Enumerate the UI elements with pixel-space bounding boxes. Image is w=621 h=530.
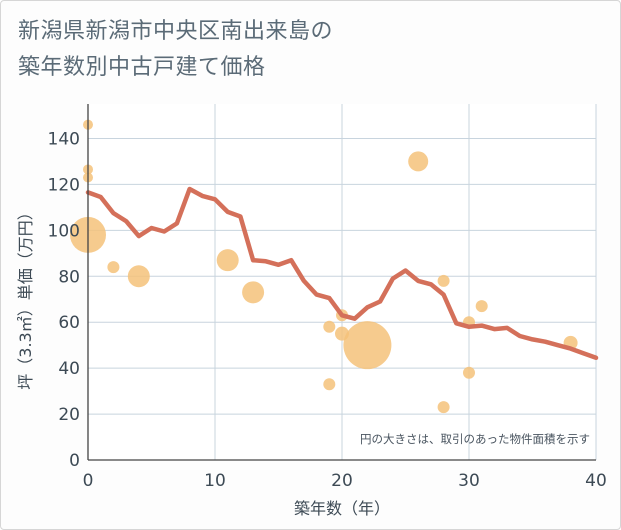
data-bubble <box>408 151 429 172</box>
y-tick-label: 140 <box>48 129 80 149</box>
grid <box>88 104 597 460</box>
data-bubble <box>242 281 265 304</box>
y-tick-label: 60 <box>58 313 80 333</box>
data-bubble <box>463 366 475 379</box>
data-bubble <box>437 401 450 414</box>
x-tick-label: 10 <box>204 471 226 491</box>
data-bubble <box>127 265 150 288</box>
x-axis-label: 築年数（年） <box>294 499 390 518</box>
x-tick-label: 0 <box>83 471 94 491</box>
x-tick-label: 30 <box>458 471 480 491</box>
y-tick-label: 80 <box>58 267 80 287</box>
data-bubble <box>323 378 336 391</box>
x-tick-label: 20 <box>331 471 353 491</box>
y-tick-label: 100 <box>48 221 80 241</box>
data-bubble <box>437 274 450 287</box>
data-bubble <box>343 321 392 370</box>
chart-title-line-2: 築年数別中古戸建て価格 <box>18 55 266 80</box>
average-price-line <box>85 186 599 361</box>
size-note: 円の大きさは、取引のあった物件面積を示す <box>360 432 590 446</box>
chart-title: 新潟県新潟市中央区南出来島の 築年数別中古戸建て価格 <box>18 14 333 86</box>
line-layer <box>85 186 599 361</box>
data-bubble <box>475 300 488 313</box>
bubble-layer <box>70 119 578 414</box>
data-bubble <box>323 320 336 333</box>
y-tick-label: 120 <box>48 175 80 195</box>
chart-title-line-1: 新潟県新潟市中央区南出来島の <box>18 19 334 44</box>
y-tick-label: 20 <box>58 405 80 425</box>
y-tick-label: 0 <box>69 451 80 471</box>
axes: 0 20 40 60 80 100 120 140 0 10 20 30 40 <box>48 104 607 491</box>
y-tick-label: 40 <box>58 359 80 379</box>
data-bubble <box>216 249 239 272</box>
data-bubble <box>107 261 120 274</box>
x-tick-label: 40 <box>585 471 607 491</box>
y-axis-label: 坪（3.3㎡）単価（万円） <box>16 204 35 389</box>
